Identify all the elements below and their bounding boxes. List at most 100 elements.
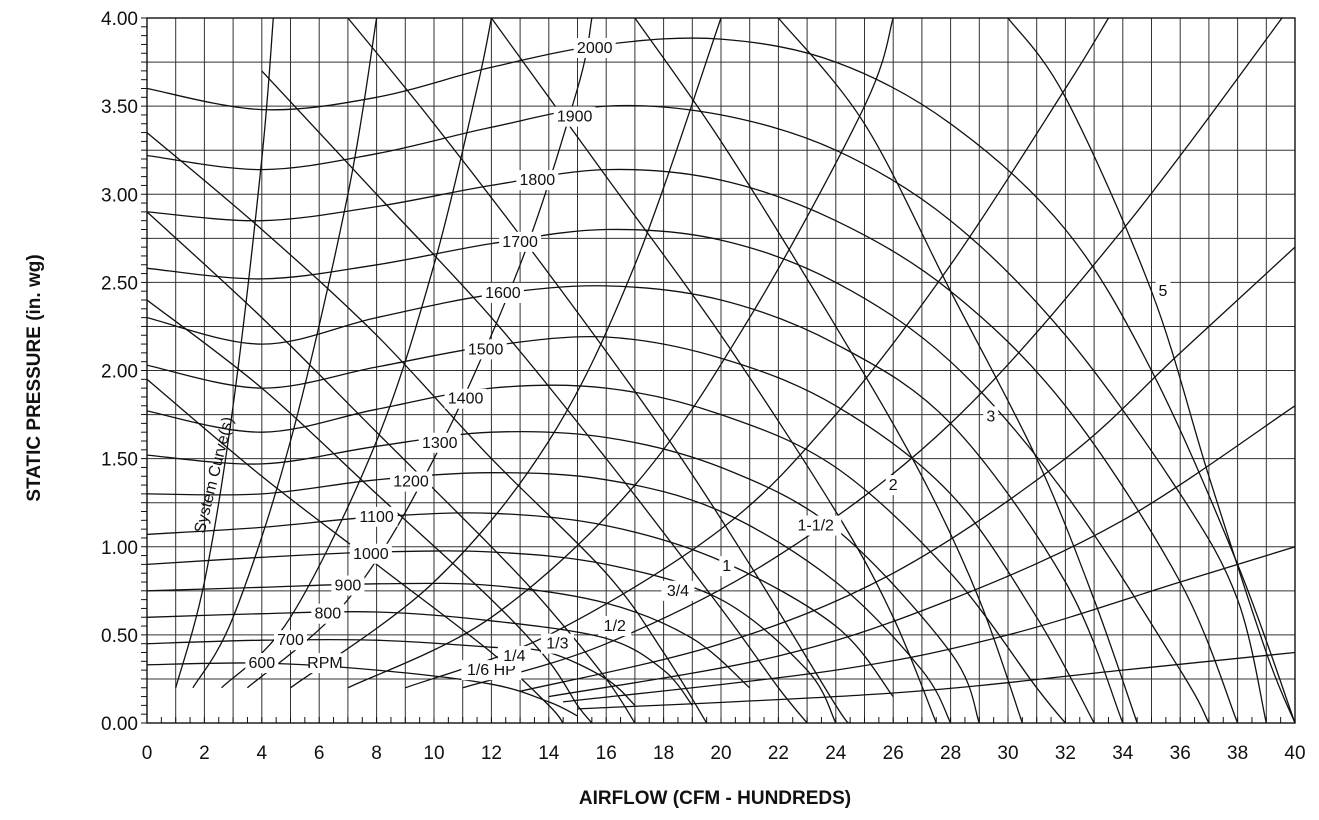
rpm-curve bbox=[147, 168, 1239, 723]
rpm-label-700-text: 700 bbox=[277, 632, 304, 649]
rpm-label-1400-bg bbox=[444, 388, 487, 409]
y-tick-label: 2.00 bbox=[101, 362, 138, 383]
hp-curve bbox=[1007, 18, 1295, 723]
hp-label-text: 1/2 bbox=[604, 618, 626, 635]
hp-label-bg bbox=[719, 556, 735, 577]
rpm-label-1600-bg bbox=[481, 282, 524, 303]
rpm-label-800-bg bbox=[311, 603, 345, 624]
x-tick-label: 2 bbox=[199, 743, 210, 764]
y-tick-label: 0.50 bbox=[101, 626, 138, 647]
rpm-label-900: 900 bbox=[331, 575, 365, 596]
rpm-label-1600-text: 1600 bbox=[485, 285, 521, 302]
y-tick-label: 3.00 bbox=[101, 185, 138, 206]
x-tick-label: 14 bbox=[538, 743, 560, 764]
rpm-curve bbox=[147, 550, 837, 723]
system-curve bbox=[246, 18, 593, 689]
hp-label: 3/4 bbox=[661, 580, 695, 601]
system-curve bbox=[548, 405, 1295, 698]
system-curve-label-text: System Curve(s) bbox=[192, 415, 237, 535]
hp-label: 1-1/2 bbox=[790, 515, 842, 536]
x-tick-label: 32 bbox=[1055, 743, 1076, 764]
rpm-curve bbox=[147, 610, 693, 706]
x-tick-label: 26 bbox=[883, 743, 904, 764]
rpm-label-1000: 1000 bbox=[349, 543, 392, 564]
rpm-curve bbox=[147, 384, 1066, 723]
hp-label-text: 1/3 bbox=[546, 636, 568, 653]
rpm-label-1700-bg bbox=[499, 231, 542, 252]
rpm-label-900-bg bbox=[331, 575, 365, 596]
x-tick-label: 30 bbox=[997, 743, 1018, 764]
y-tick-label: 3.50 bbox=[101, 97, 138, 118]
hp-label-bg bbox=[661, 580, 695, 601]
system-curve-label: System Curve(s) bbox=[192, 415, 237, 535]
system-curve bbox=[519, 246, 1295, 692]
hp-label-bg bbox=[1155, 281, 1171, 302]
rpm-label-1700: 1700 bbox=[499, 231, 542, 252]
rpm-unit-label-text: RPM bbox=[307, 655, 343, 672]
rpm-label-1100-text: 1100 bbox=[359, 509, 394, 526]
rpm-label-1800-bg bbox=[516, 170, 559, 191]
y-tick-label: 4.00 bbox=[101, 9, 138, 30]
rpm-label-1100: 1100 bbox=[355, 506, 398, 527]
rpm-curve bbox=[147, 37, 1295, 723]
system-curve bbox=[462, 18, 1283, 689]
rpm-label-1400: 1400 bbox=[444, 388, 487, 409]
y-tick-label: 0.00 bbox=[101, 714, 138, 735]
rpm-curve bbox=[147, 472, 952, 723]
rpm-label-1500: 1500 bbox=[464, 339, 507, 360]
hp-curve bbox=[147, 378, 564, 723]
x-tick-label: 6 bbox=[314, 743, 325, 764]
hp-label-text: 3/4 bbox=[667, 583, 689, 600]
hp-label: 1 bbox=[719, 556, 735, 577]
hp-label-text: 1/6 HP bbox=[467, 662, 516, 679]
rpm-label-1300-text: 1300 bbox=[422, 435, 458, 452]
rpm-label-1900-text: 1900 bbox=[557, 109, 593, 126]
rpm-label-1800-text: 1800 bbox=[520, 172, 556, 189]
curves bbox=[147, 18, 1295, 723]
rpm-curve bbox=[147, 430, 980, 723]
x-tick-label: 8 bbox=[371, 743, 382, 764]
hp-label-text: 5 bbox=[1159, 283, 1168, 300]
axes: 0 2 4 6 8 10 12 14 16 18 20 22 24 26 28 30 32 34 36 38 400.0… bbox=[101, 9, 1306, 764]
hp-curve bbox=[347, 18, 851, 723]
rpm-label-1700-text: 1700 bbox=[502, 234, 538, 251]
rpm-label-1200: 1200 bbox=[390, 471, 433, 492]
x-tick-label: 28 bbox=[940, 743, 961, 764]
system-curve bbox=[192, 18, 378, 689]
x-tick-label: 20 bbox=[710, 743, 731, 764]
x-tick-label: 12 bbox=[481, 743, 502, 764]
hp-curve bbox=[261, 70, 808, 723]
grid bbox=[146, 17, 1296, 724]
y-tick-label: 1.50 bbox=[101, 450, 138, 471]
rpm-curve bbox=[147, 228, 1210, 723]
system-curve bbox=[563, 546, 1295, 703]
hp-label-bg bbox=[497, 646, 531, 667]
hp-label: 5 bbox=[1155, 281, 1171, 302]
x-tick-label: 18 bbox=[653, 743, 674, 764]
hp-label-bg bbox=[540, 633, 574, 654]
rpm-curve bbox=[147, 104, 1267, 723]
hp-label-text: 1-1/2 bbox=[797, 518, 834, 535]
hp-label-bg bbox=[598, 616, 632, 637]
x-tick-label: 16 bbox=[596, 743, 617, 764]
rpm-label-900-text: 900 bbox=[335, 578, 362, 595]
hp-label: 1/4 bbox=[497, 646, 531, 667]
x-tick-label: 10 bbox=[423, 743, 444, 764]
hp-curve bbox=[147, 299, 593, 723]
rpm-label-1100-bg bbox=[355, 506, 398, 527]
rpm-label-1500-text: 1500 bbox=[468, 341, 504, 358]
rpm-label-1000-text: 1000 bbox=[353, 546, 389, 563]
x-tick-label: 4 bbox=[257, 743, 268, 764]
hp-curve bbox=[147, 132, 708, 723]
rpm-label-1900-bg bbox=[553, 106, 596, 127]
rpm-label-1200-text: 1200 bbox=[393, 474, 429, 491]
x-tick-label: 34 bbox=[1112, 743, 1134, 764]
hp-label-bg bbox=[790, 515, 842, 536]
rpm-label-1900: 1900 bbox=[553, 106, 596, 127]
hp-label-bg bbox=[885, 475, 901, 496]
y-tick-label: 2.50 bbox=[101, 273, 138, 294]
rpm-label-1400-text: 1400 bbox=[448, 391, 484, 408]
y-tick-label: 1.00 bbox=[101, 538, 138, 559]
